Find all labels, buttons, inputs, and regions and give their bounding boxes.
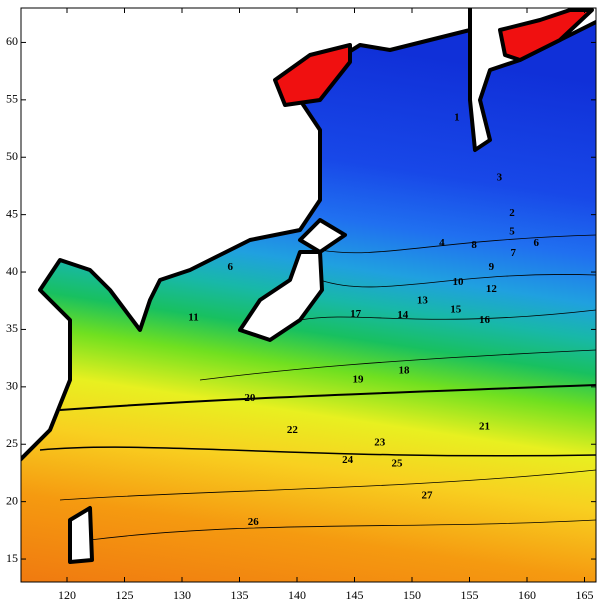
contour-label: 27 <box>421 489 433 501</box>
contour-label: 23 <box>374 437 386 449</box>
y-tick-label: 25 <box>6 436 18 450</box>
contour-label: 13 <box>417 294 429 306</box>
contour-label: 19 <box>352 373 364 385</box>
contour-label: 5 <box>509 225 515 237</box>
x-tick-label: 160 <box>518 588 536 602</box>
y-tick-label: 20 <box>6 493 18 507</box>
x-tick-label: 165 <box>576 588 594 602</box>
contour-label: 17 <box>350 308 362 320</box>
contour-label: 1 <box>454 112 460 124</box>
y-tick-label: 60 <box>6 34 18 48</box>
y-tick-label: 45 <box>6 206 18 220</box>
contour-label: 8 <box>471 239 477 251</box>
red-region <box>273 8 594 107</box>
x-tick-label: 125 <box>116 588 134 602</box>
contour-label: 26 <box>248 516 260 528</box>
x-tick-label: 150 <box>403 588 421 602</box>
contour-label: 14 <box>397 309 409 321</box>
contour-label: 12 <box>486 283 498 295</box>
contour-label: 25 <box>392 457 404 469</box>
contour-label: 7 <box>510 247 516 259</box>
x-tick-label: 140 <box>288 588 306 602</box>
y-tick-label: 50 <box>6 149 18 163</box>
contour-label: 24 <box>342 454 354 466</box>
x-tick-label: 130 <box>173 588 191 602</box>
frame <box>20 7 597 583</box>
contour-label: 3 <box>497 171 503 183</box>
contour-label: 11 <box>188 311 198 323</box>
contour-label: 6 <box>228 261 234 273</box>
contour-label: 20 <box>244 392 256 404</box>
y-tick-label: 55 <box>6 92 18 106</box>
x-tick-label: 155 <box>461 588 479 602</box>
y-tick-label: 40 <box>6 264 18 278</box>
contour-label: 21 <box>479 421 490 433</box>
y-tick-label: 30 <box>6 379 18 393</box>
x-tick-label: 145 <box>346 588 364 602</box>
contour-label: 10 <box>453 276 465 288</box>
contour-label: 15 <box>450 303 462 315</box>
y-tick-label: 15 <box>6 551 18 565</box>
contour-label: 22 <box>287 424 299 436</box>
contour-label: 6 <box>533 237 539 249</box>
contour-label: 9 <box>489 261 495 273</box>
contour-label: 16 <box>479 314 491 326</box>
x-tick-label: 135 <box>231 588 249 602</box>
contour-label: 18 <box>398 364 410 376</box>
contour-label: 2 <box>509 207 515 219</box>
x-tick-label: 120 <box>58 588 76 602</box>
contour-label: 4 <box>439 237 445 249</box>
contour-lines <box>39 234 596 541</box>
y-tick-label: 35 <box>6 321 18 335</box>
